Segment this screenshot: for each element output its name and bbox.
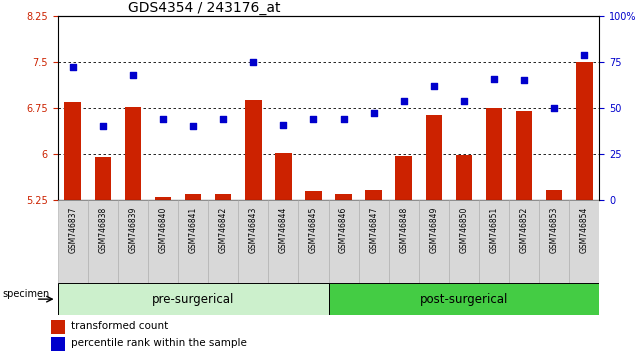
Text: GSM746846: GSM746846 — [339, 207, 348, 253]
Text: GSM746854: GSM746854 — [580, 207, 589, 253]
Bar — [388, 200, 419, 283]
Text: GSM746850: GSM746850 — [460, 207, 469, 253]
Point — [218, 116, 228, 122]
Text: post-surgerical: post-surgerical — [420, 293, 508, 306]
Bar — [275, 153, 292, 200]
Text: GSM746843: GSM746843 — [249, 207, 258, 253]
Point — [308, 116, 319, 122]
Bar — [516, 111, 533, 200]
Bar — [546, 190, 562, 200]
Bar — [305, 191, 322, 200]
Bar — [215, 194, 231, 200]
Bar — [509, 200, 539, 283]
Bar — [539, 200, 569, 283]
Point — [519, 78, 529, 83]
Text: GSM746841: GSM746841 — [188, 207, 197, 253]
Text: GSM746849: GSM746849 — [429, 207, 438, 253]
Bar — [51, 337, 65, 351]
Bar — [208, 200, 238, 283]
Bar — [65, 102, 81, 200]
Bar — [178, 200, 208, 283]
Bar — [365, 190, 382, 200]
Bar — [358, 200, 388, 283]
Text: GSM746845: GSM746845 — [309, 207, 318, 253]
Bar — [238, 200, 269, 283]
Bar — [569, 200, 599, 283]
Point — [459, 98, 469, 103]
Bar — [88, 200, 118, 283]
Text: GSM746837: GSM746837 — [68, 207, 77, 253]
Point — [369, 111, 379, 116]
Text: GSM746852: GSM746852 — [520, 207, 529, 253]
Bar — [299, 200, 328, 283]
Point — [248, 59, 258, 65]
Point — [278, 122, 288, 127]
Text: specimen: specimen — [3, 289, 50, 299]
Bar — [118, 200, 148, 283]
Bar — [148, 200, 178, 283]
Text: GSM746838: GSM746838 — [98, 207, 107, 253]
Text: GSM746848: GSM746848 — [399, 207, 408, 253]
Bar — [486, 108, 503, 200]
Bar — [335, 194, 352, 200]
Point — [67, 65, 78, 70]
Text: GSM746840: GSM746840 — [158, 207, 167, 253]
Text: GSM746847: GSM746847 — [369, 207, 378, 253]
Text: GSM746842: GSM746842 — [219, 207, 228, 253]
Bar — [154, 197, 171, 200]
Bar — [58, 200, 88, 283]
Bar — [576, 62, 592, 200]
Point — [429, 83, 439, 89]
Point — [549, 105, 560, 111]
Point — [128, 72, 138, 78]
Text: GDS4354 / 243176_at: GDS4354 / 243176_at — [128, 1, 281, 15]
Bar — [419, 200, 449, 283]
Point — [489, 76, 499, 81]
Bar — [328, 200, 358, 283]
Bar — [328, 283, 599, 315]
Point — [399, 98, 409, 103]
Text: GSM746853: GSM746853 — [550, 207, 559, 253]
Text: GSM746851: GSM746851 — [490, 207, 499, 253]
Text: percentile rank within the sample: percentile rank within the sample — [71, 338, 246, 348]
Point — [158, 116, 168, 122]
Point — [579, 52, 590, 57]
Text: pre-surgerical: pre-surgerical — [152, 293, 235, 306]
Point — [188, 124, 198, 129]
Bar — [395, 156, 412, 200]
Point — [97, 124, 108, 129]
Bar — [426, 115, 442, 200]
Bar — [185, 194, 201, 200]
Text: GSM746844: GSM746844 — [279, 207, 288, 253]
Bar — [124, 107, 141, 200]
Bar — [58, 283, 328, 315]
Bar — [456, 155, 472, 200]
Bar — [269, 200, 299, 283]
Bar — [245, 100, 262, 200]
Text: GSM746839: GSM746839 — [128, 207, 137, 253]
Text: transformed count: transformed count — [71, 321, 168, 331]
Point — [338, 116, 349, 122]
Bar — [51, 320, 65, 334]
Bar — [479, 200, 509, 283]
Bar — [449, 200, 479, 283]
Bar — [95, 157, 111, 200]
